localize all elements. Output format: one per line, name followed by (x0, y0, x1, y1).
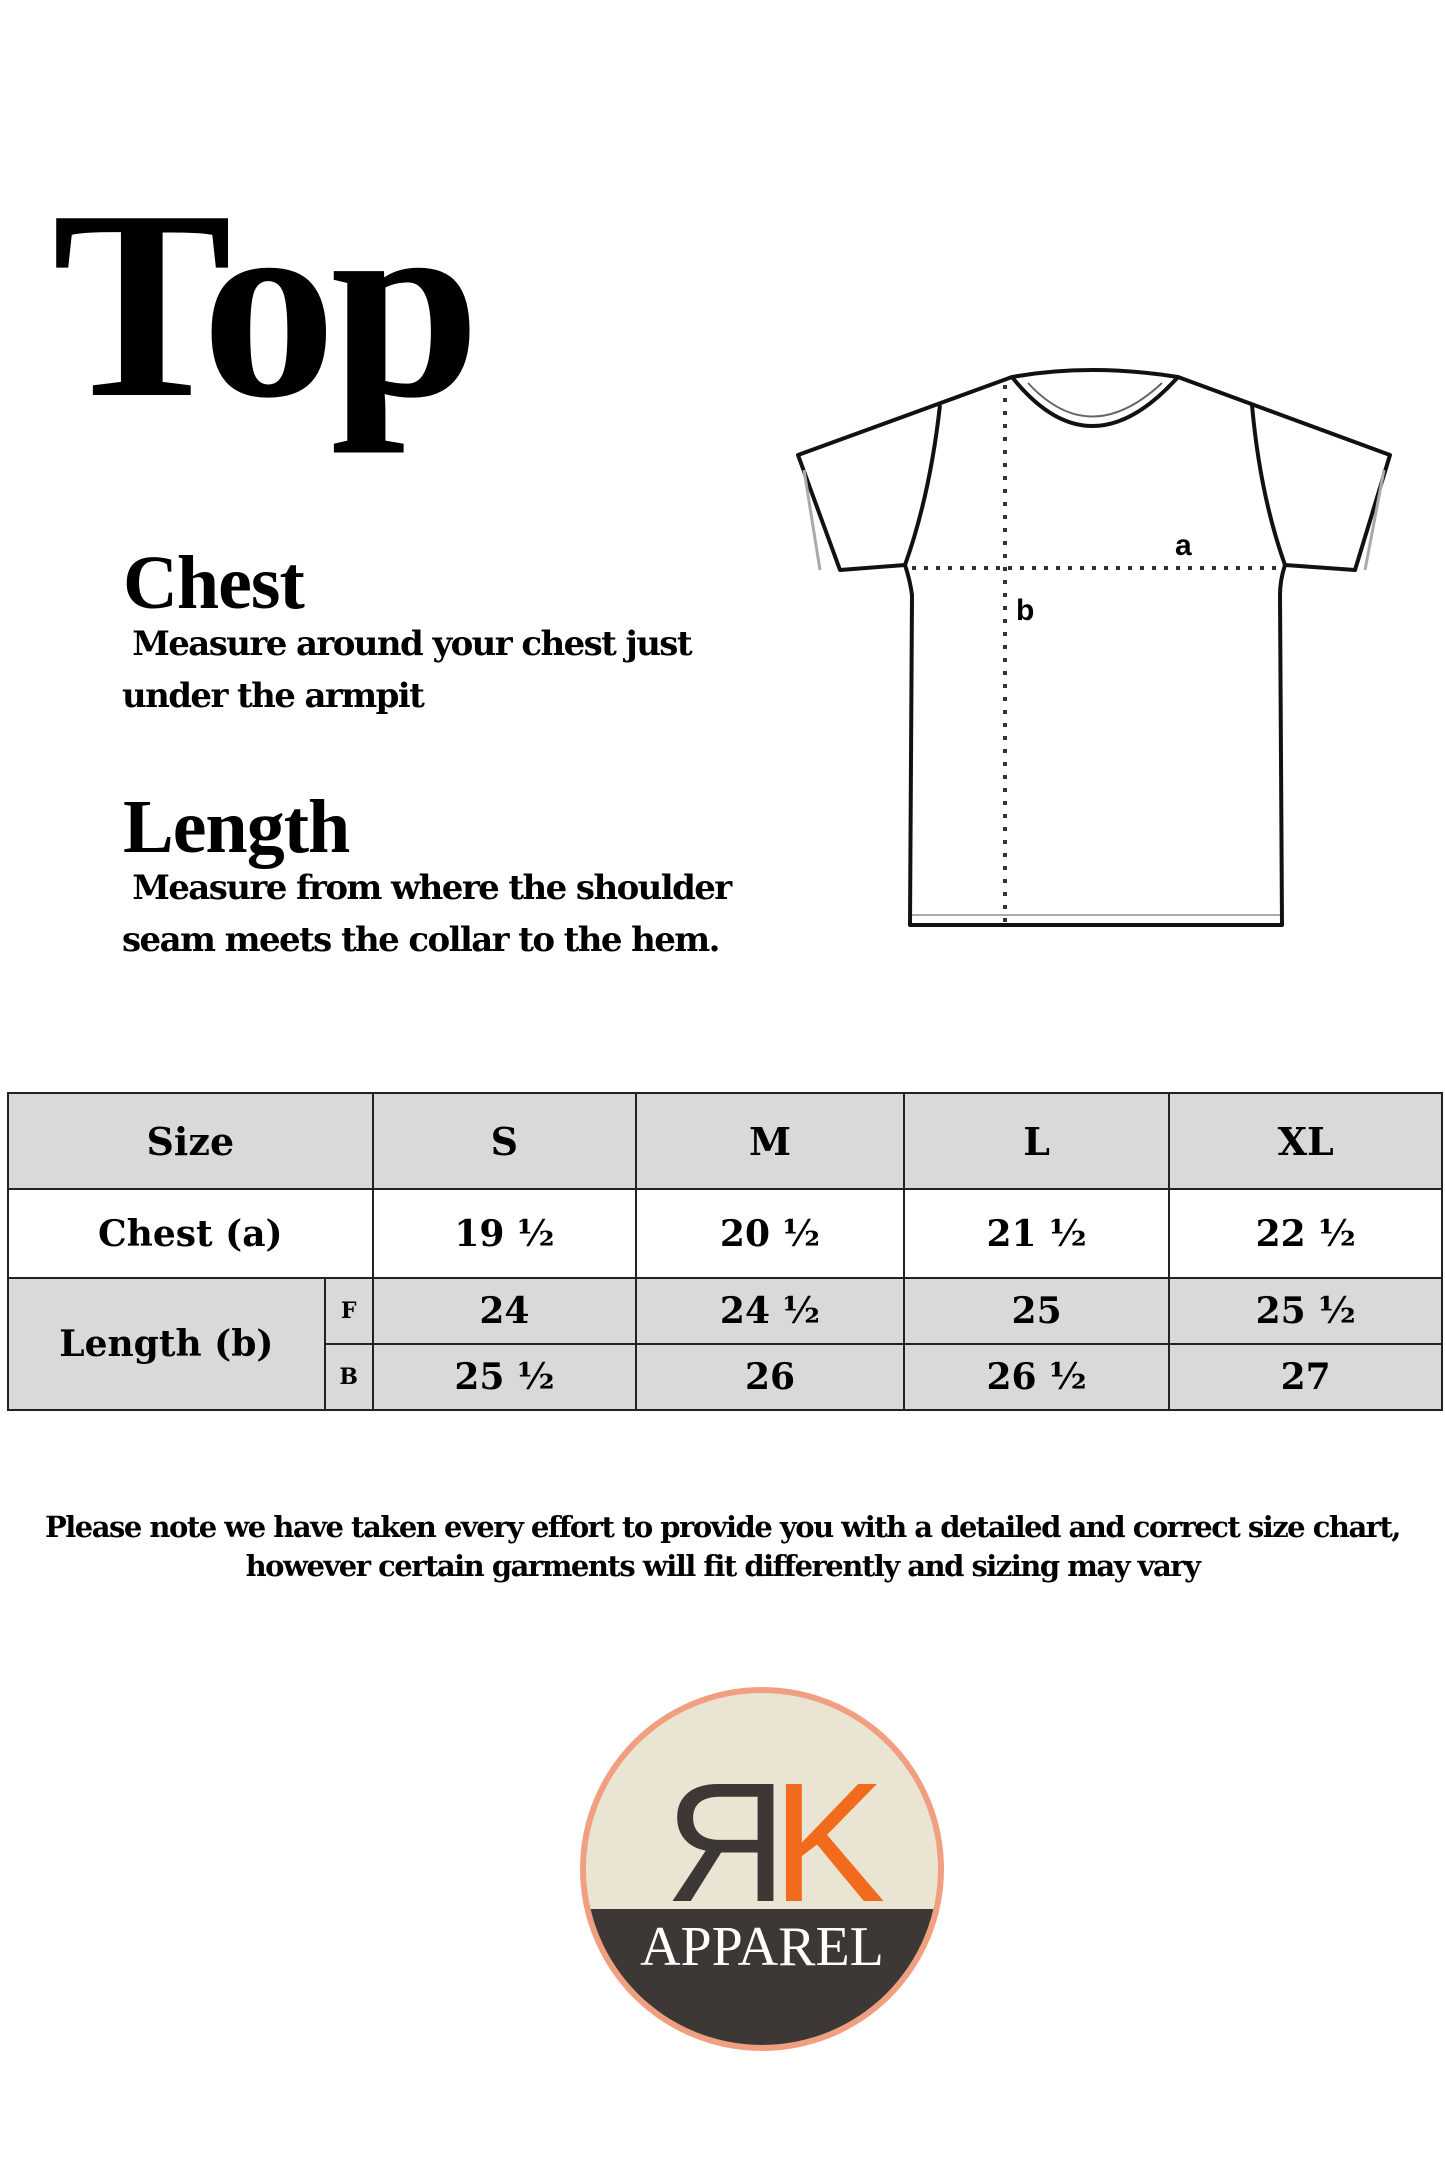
svg-text:R: R (665, 1748, 788, 1938)
right-sleeve-seam (1250, 404, 1287, 566)
back-s: 25 ½ (371, 1343, 638, 1411)
sizing-disclaimer: Please note we have taken every effort t… (0, 1508, 1445, 1586)
front-s: 24 (371, 1277, 638, 1345)
chest-line-2: under the armpit (122, 676, 425, 716)
svg-text:K: K (772, 1748, 885, 1938)
header-xl: XL (1168, 1092, 1443, 1190)
chest-s: 19 ½ (371, 1188, 638, 1279)
back-label: B (323, 1343, 374, 1411)
length-line-2: seam meets the collar to the hem. (122, 920, 721, 960)
chest-line-1: Measure around your chest just (122, 624, 692, 664)
table-header-row: Size S M L XL (7, 1092, 1443, 1190)
chest-label: Chest (a) (7, 1188, 374, 1279)
tshirt-outline (796, 368, 1392, 927)
length-label: Length (b) (7, 1277, 326, 1411)
front-m: 24 ½ (635, 1277, 905, 1345)
length-line-1: Measure from where the shoulder (122, 868, 732, 908)
chest-heading: Chest (123, 541, 305, 625)
header-l: L (902, 1092, 1171, 1190)
left-sleeve-seam (903, 404, 942, 566)
rk-apparel-logo: R K APPAREL (580, 1687, 944, 2051)
table-row-chest: Chest (a) 19 ½ 20 ½ 21 ½ 22 ½ (7, 1188, 1443, 1279)
length-heading: Length (123, 785, 350, 869)
chest-m: 20 ½ (635, 1188, 905, 1279)
back-xl: 27 (1168, 1343, 1443, 1411)
label-b: b (1016, 594, 1034, 627)
back-m: 26 (635, 1343, 905, 1411)
chest-xl: 22 ½ (1168, 1188, 1443, 1279)
front-label: F (323, 1277, 374, 1345)
header-s: S (371, 1092, 638, 1190)
front-l: 25 (902, 1277, 1171, 1345)
size-chart-table: Size S M L XL Chest (a) 19 ½ 20 ½ 21 ½ 2… (7, 1092, 1443, 1411)
tshirt-diagram: a b (796, 368, 1392, 927)
header-m: M (635, 1092, 905, 1190)
page-title: Top (52, 155, 480, 454)
chest-l: 21 ½ (902, 1188, 1171, 1279)
back-l: 26 ½ (902, 1343, 1171, 1411)
header-size: Size (7, 1092, 374, 1190)
tshirt-collar (1010, 375, 1180, 428)
length-instructions: Measure from where the shoulder seam mee… (122, 862, 732, 966)
logo-brand-text: APPAREL (640, 1916, 884, 1978)
note-line-2: however certain garments will fit differ… (245, 1549, 1201, 1583)
note-line-1: Please note we have taken every effort t… (44, 1510, 1402, 1544)
chest-instructions: Measure around your chest just under the… (122, 618, 693, 722)
table-row-length-front: Length (b) F 24 24 ½ 25 25 ½ (7, 1277, 1443, 1411)
front-xl: 25 ½ (1168, 1277, 1443, 1345)
label-a: a (1175, 529, 1192, 562)
